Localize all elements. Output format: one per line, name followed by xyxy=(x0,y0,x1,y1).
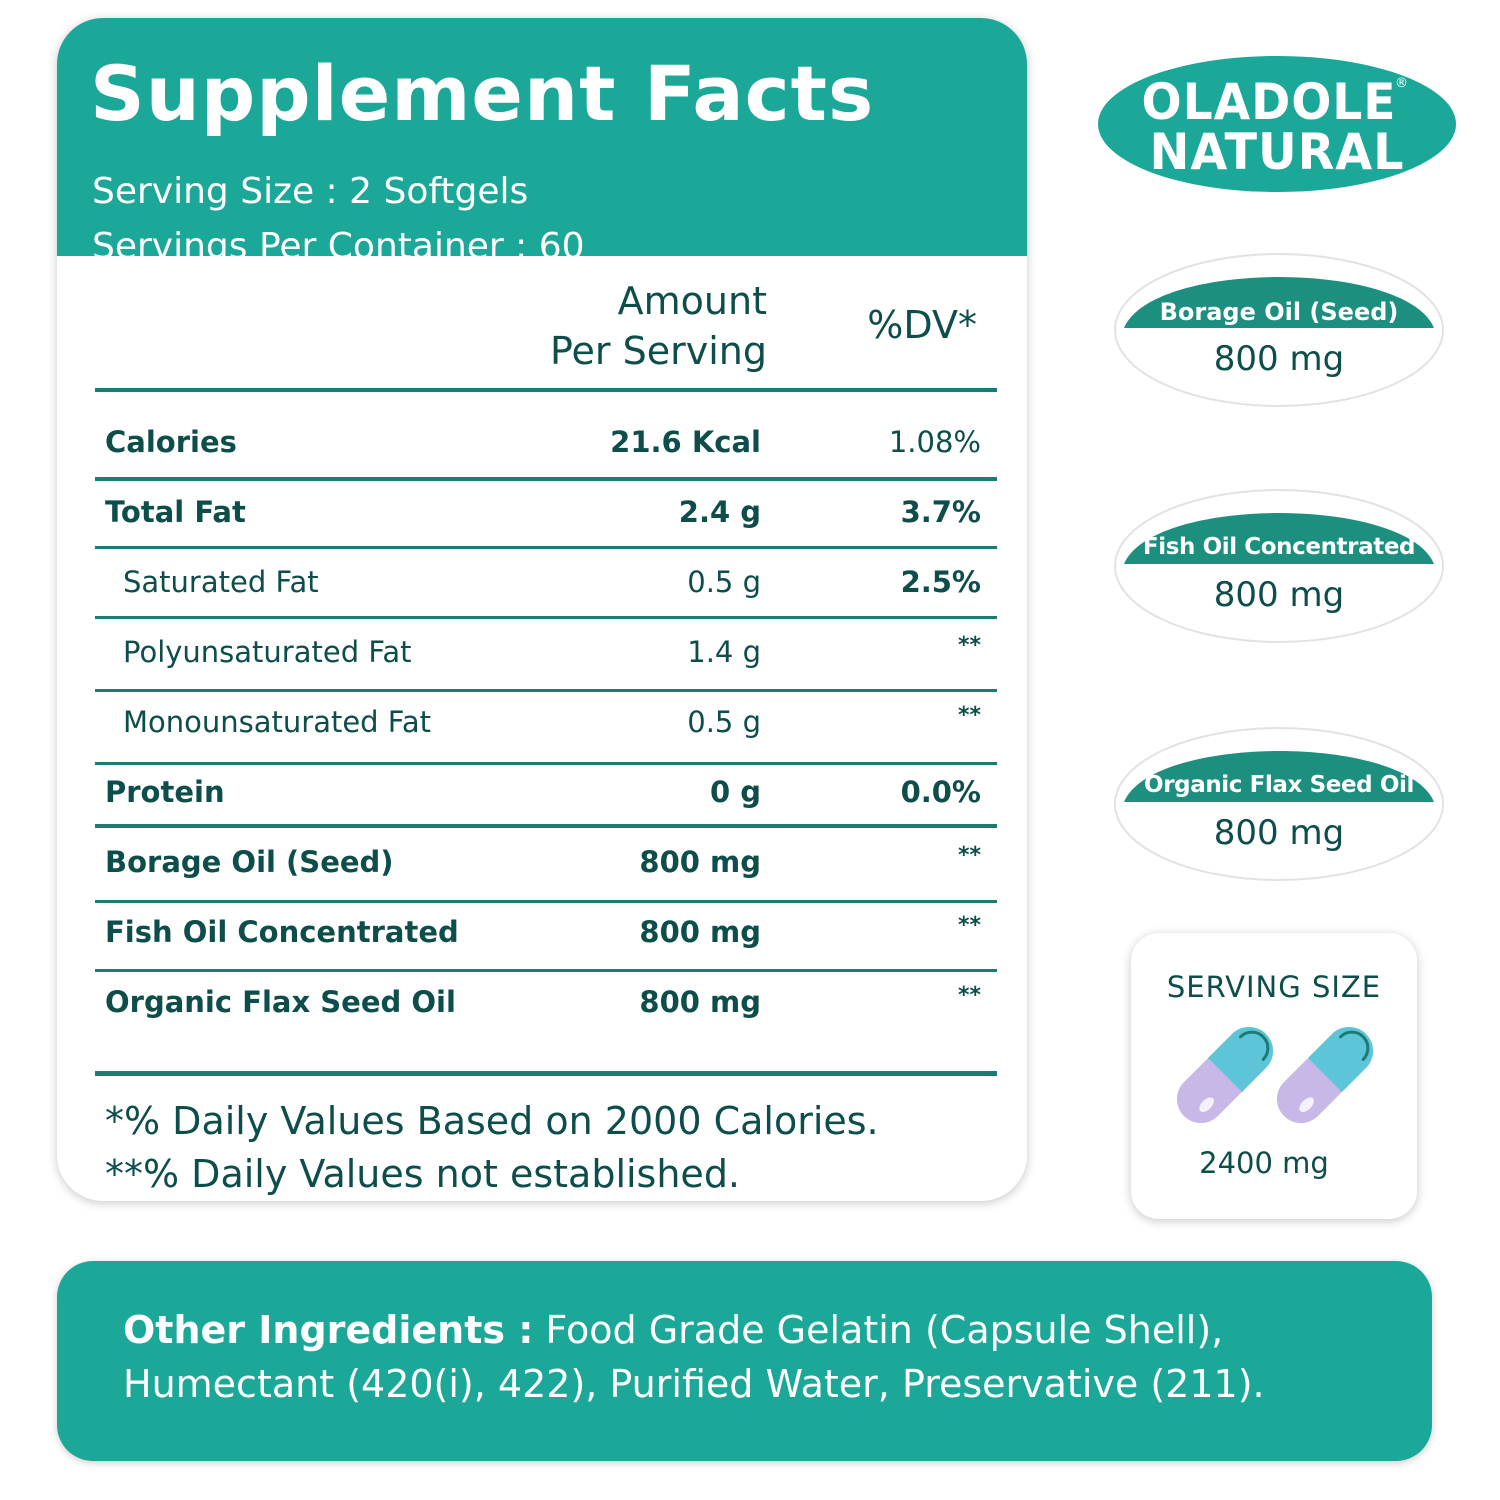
table-row: Total Fat 2.4 g 3.7% xyxy=(95,482,997,542)
table-row: Organic Flax Seed Oil 800 mg ** xyxy=(95,972,997,1032)
nutrient-amount: 800 mg xyxy=(639,915,761,949)
badge-value: 800 mg xyxy=(1213,339,1345,379)
ingredients-list-part1: Food Grade Gelatin (Capsule Shell), xyxy=(545,1308,1224,1352)
row-rule xyxy=(95,477,997,481)
serving-size-title: SERVING SIZE xyxy=(1166,970,1382,1004)
logo-registered-mark: ® xyxy=(1395,76,1408,91)
amount-per-serving-header: Amount Per Serving xyxy=(550,276,767,376)
nutrient-amount: 0.5 g xyxy=(687,565,761,599)
nutrient-amount: 800 mg xyxy=(639,985,761,1019)
ingredients-line1: Other Ingredients : Food Grade Gelatin (… xyxy=(123,1303,1403,1357)
amount-header-line1: Amount xyxy=(617,279,767,323)
logo-oval xyxy=(1098,56,1456,192)
supplement-facts-card: Supplement Facts Serving Size : 2 Softge… xyxy=(57,18,1027,1201)
table-row: Monounsaturated Fat 0.5 g ** xyxy=(95,692,997,752)
nutrient-name: Calories xyxy=(105,425,237,459)
row-rule xyxy=(95,969,997,972)
nutrient-name: Saturated Fat xyxy=(123,565,319,599)
badge-shape xyxy=(1114,489,1444,643)
table-row: Polyunsaturated Fat 1.4 g ** xyxy=(95,622,997,682)
nutrient-dv: 2.5% xyxy=(900,565,981,599)
nutrient-dv: ** xyxy=(957,913,981,938)
nutrient-amount: 800 mg xyxy=(639,845,761,879)
nutrient-dv: 3.7% xyxy=(900,495,981,529)
nutrient-dv: ** xyxy=(957,703,981,728)
logo-line2: NATURAL xyxy=(1150,123,1405,181)
table-row: Saturated Fat 0.5 g 2.5% xyxy=(95,552,997,612)
badge-value: 800 mg xyxy=(1213,575,1345,615)
table-row: Protein 0 g 0.0% xyxy=(95,762,997,822)
amount-header-line2: Per Serving xyxy=(549,329,767,373)
servings-per-container-text: Servings Per Container : 60 xyxy=(92,226,585,267)
serving-size-text: Serving Size : 2 Softgels xyxy=(92,171,529,212)
nutrient-name: Total Fat xyxy=(105,495,246,529)
badge-value: 800 mg xyxy=(1213,813,1345,853)
nutrient-amount: 1.4 g xyxy=(687,635,761,669)
serving-size-value: 2400 mg xyxy=(1199,1146,1329,1180)
nutrient-dv: ** xyxy=(957,843,981,868)
nutrient-name: Polyunsaturated Fat xyxy=(123,635,412,669)
badge-fish-oil: Fish Oil Concentrated 800 mg xyxy=(1112,484,1446,644)
nutrient-amount: 2.4 g xyxy=(678,495,761,529)
nutrient-amount: 21.6 Kcal xyxy=(610,425,761,459)
nutrient-amount: 0.5 g xyxy=(687,705,761,739)
nutrient-name: Protein xyxy=(105,775,225,809)
row-rule xyxy=(95,824,997,828)
facts-header: Supplement Facts Serving Size : 2 Softge… xyxy=(57,18,1027,265)
capsule-icon xyxy=(1176,1026,1374,1124)
dv-header: %DV* xyxy=(867,303,977,347)
row-rule xyxy=(95,900,997,903)
table-row: Calories 21.6 Kcal 1.08% xyxy=(95,412,997,472)
facts-title: Supplement Facts xyxy=(90,49,875,138)
serving-size-card: SERVING SIZE 2400 mg xyxy=(1131,933,1417,1219)
capsule-right xyxy=(1276,1026,1374,1124)
capsule-left xyxy=(1176,1026,1274,1124)
nutrient-name: Fish Oil Concentrated xyxy=(105,915,459,949)
nutrient-amount: 0 g xyxy=(709,775,761,809)
header-rule xyxy=(95,388,997,392)
badge-label: Organic Flax Seed Oil xyxy=(1144,772,1414,798)
nutrient-dv: ** xyxy=(957,983,981,1008)
nutrient-name: Monounsaturated Fat xyxy=(123,705,431,739)
nutrient-dv: 1.08% xyxy=(888,425,981,459)
row-rule xyxy=(95,762,997,765)
badge-flax-seed-oil: Organic Flax Seed Oil 800 mg xyxy=(1112,722,1446,882)
nutrient-dv: ** xyxy=(957,633,981,658)
row-rule xyxy=(95,546,997,549)
row-rule xyxy=(95,689,997,692)
row-rule xyxy=(95,616,997,619)
ingredients-label: Other Ingredients : xyxy=(123,1308,534,1352)
badge-shape xyxy=(1114,253,1444,407)
table-row: Fish Oil Concentrated 800 mg ** xyxy=(95,902,997,962)
logo-line1: OLADOLE xyxy=(1142,73,1397,131)
nutrient-name: Borage Oil (Seed) xyxy=(105,845,394,879)
badge-label: Borage Oil (Seed) xyxy=(1159,298,1399,326)
badge-borage-oil: Borage Oil (Seed) 800 mg xyxy=(1112,248,1446,408)
other-ingredients-box: Other Ingredients : Food Grade Gelatin (… xyxy=(57,1261,1432,1461)
badge-shape xyxy=(1114,727,1444,881)
other-ingredients-text: Other Ingredients : Food Grade Gelatin (… xyxy=(123,1303,1403,1411)
nutrient-dv: 0.0% xyxy=(900,775,981,809)
footer-rule xyxy=(95,1071,997,1076)
footnote-daily-values: *% Daily Values Based on 2000 Calories. xyxy=(105,1099,879,1143)
ingredients-list-part2: Humectant (420(i), 422), Purified Water,… xyxy=(123,1362,1265,1406)
brand-logo: OLADOLE ® NATURAL xyxy=(1098,56,1456,192)
nutrient-name: Organic Flax Seed Oil xyxy=(105,985,456,1019)
footnote-not-established: **% Daily Values not established. xyxy=(105,1152,741,1196)
badge-label: Fish Oil Concentrated xyxy=(1142,534,1416,560)
table-row: Borage Oil (Seed) 800 mg ** xyxy=(95,832,997,892)
